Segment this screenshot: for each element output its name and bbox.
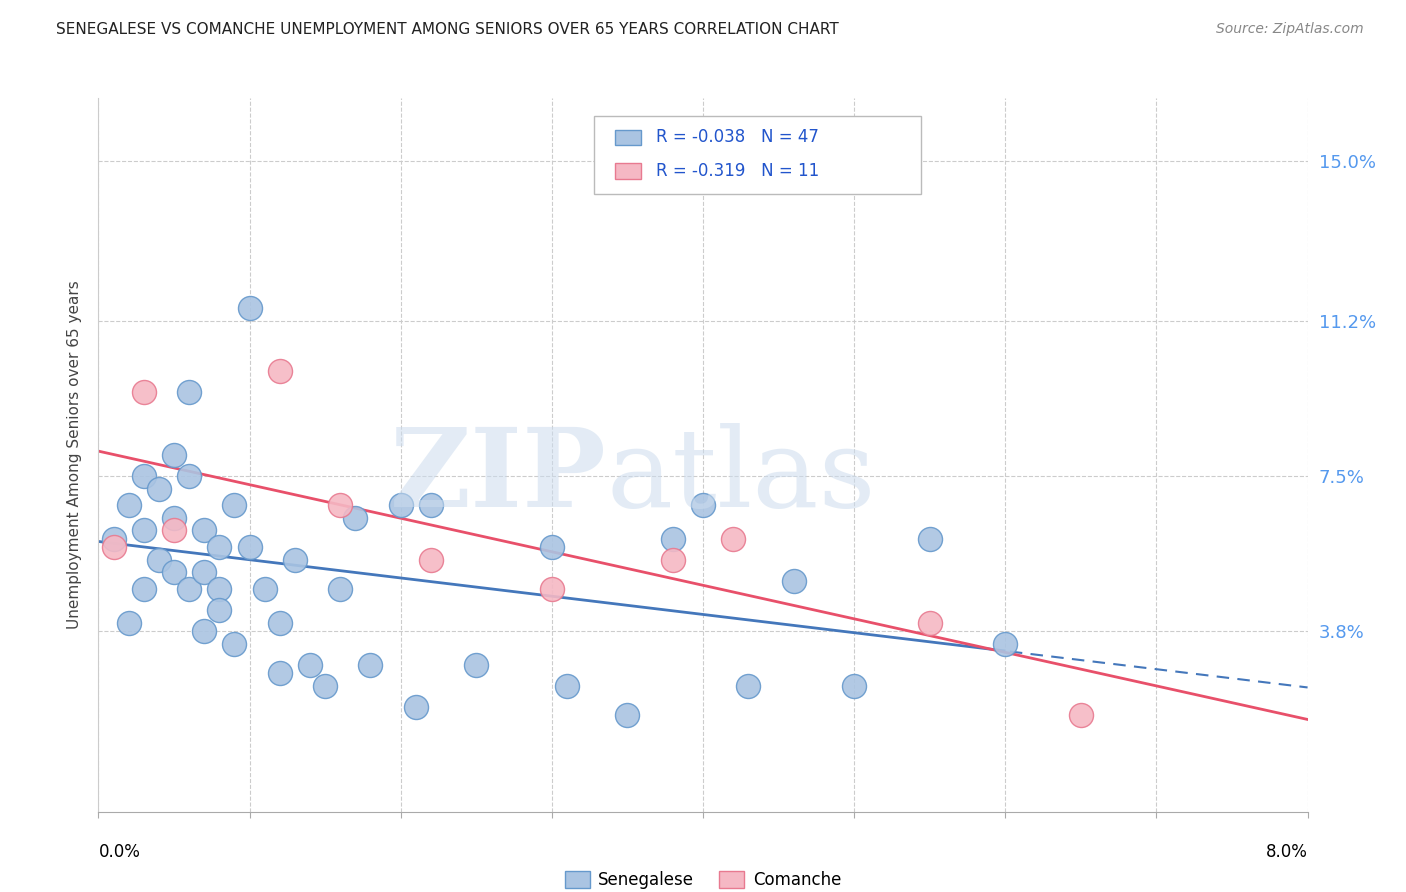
Point bbox=[148, 553, 170, 567]
Point bbox=[132, 384, 155, 399]
Point bbox=[118, 498, 141, 512]
Point bbox=[208, 603, 231, 617]
Point bbox=[103, 532, 125, 546]
FancyBboxPatch shape bbox=[595, 116, 921, 194]
Point bbox=[723, 532, 745, 546]
Point bbox=[193, 566, 215, 580]
Point bbox=[737, 679, 759, 693]
Point bbox=[299, 657, 322, 672]
Point bbox=[329, 498, 352, 512]
Point bbox=[314, 679, 336, 693]
Point bbox=[163, 566, 186, 580]
Point bbox=[994, 637, 1017, 651]
Point bbox=[465, 657, 488, 672]
Point bbox=[239, 301, 262, 315]
Point bbox=[329, 582, 352, 597]
Point bbox=[132, 524, 155, 538]
Point bbox=[239, 541, 262, 555]
Point bbox=[253, 582, 276, 597]
Point bbox=[420, 498, 443, 512]
Point bbox=[662, 532, 685, 546]
Point bbox=[269, 615, 291, 630]
FancyBboxPatch shape bbox=[614, 163, 641, 178]
Point bbox=[179, 384, 201, 399]
Point bbox=[193, 624, 215, 639]
Point bbox=[616, 708, 638, 723]
Text: 8.0%: 8.0% bbox=[1265, 843, 1308, 861]
Text: 0.0%: 0.0% bbox=[98, 843, 141, 861]
Point bbox=[179, 469, 201, 483]
Point bbox=[1070, 708, 1092, 723]
Text: atlas: atlas bbox=[606, 423, 876, 530]
Text: R = -0.038   N = 47: R = -0.038 N = 47 bbox=[655, 128, 818, 146]
Point bbox=[179, 582, 201, 597]
Point bbox=[360, 657, 382, 672]
Point bbox=[692, 498, 714, 512]
Point bbox=[132, 469, 155, 483]
Y-axis label: Unemployment Among Seniors over 65 years: Unemployment Among Seniors over 65 years bbox=[67, 281, 83, 629]
Point bbox=[344, 511, 367, 525]
Point bbox=[118, 615, 141, 630]
Point bbox=[163, 511, 186, 525]
Text: R = -0.319   N = 11: R = -0.319 N = 11 bbox=[655, 162, 820, 180]
Point bbox=[420, 553, 443, 567]
Point bbox=[918, 532, 941, 546]
Point bbox=[224, 498, 246, 512]
Legend: Senegalese, Comanche: Senegalese, Comanche bbox=[558, 864, 848, 892]
Point bbox=[224, 637, 246, 651]
Point bbox=[163, 524, 186, 538]
Point bbox=[541, 541, 564, 555]
Text: ZIP: ZIP bbox=[389, 423, 606, 530]
Point bbox=[389, 498, 412, 512]
Point bbox=[208, 582, 231, 597]
Point bbox=[405, 699, 427, 714]
Point bbox=[103, 541, 125, 555]
Point bbox=[208, 541, 231, 555]
Point bbox=[163, 448, 186, 462]
Point bbox=[269, 666, 291, 681]
Point bbox=[284, 553, 307, 567]
Point bbox=[918, 615, 941, 630]
Point bbox=[148, 482, 170, 496]
Point bbox=[193, 524, 215, 538]
Text: Source: ZipAtlas.com: Source: ZipAtlas.com bbox=[1216, 22, 1364, 37]
Point bbox=[132, 582, 155, 597]
Text: SENEGALESE VS COMANCHE UNEMPLOYMENT AMONG SENIORS OVER 65 YEARS CORRELATION CHAR: SENEGALESE VS COMANCHE UNEMPLOYMENT AMON… bbox=[56, 22, 839, 37]
Point bbox=[783, 574, 806, 588]
Point bbox=[555, 679, 578, 693]
FancyBboxPatch shape bbox=[614, 129, 641, 145]
Point bbox=[269, 364, 291, 378]
Point bbox=[541, 582, 564, 597]
Point bbox=[844, 679, 866, 693]
Point bbox=[662, 553, 685, 567]
